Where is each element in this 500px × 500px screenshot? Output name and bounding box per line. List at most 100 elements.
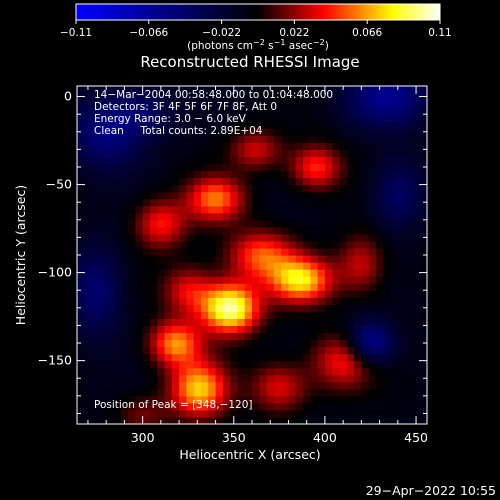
heatmap-cell — [244, 388, 253, 397]
heatmap-cell — [237, 360, 246, 369]
heatmap-cell — [208, 388, 217, 397]
heatmap-cell — [303, 142, 311, 150]
heatmap-cell — [405, 290, 414, 298]
heatmap-cell — [397, 381, 406, 390]
heatmap-cell — [193, 184, 202, 193]
heatmap-cell — [266, 262, 275, 270]
heatmap-cell — [208, 212, 217, 221]
heatmap-cell — [77, 219, 85, 228]
heatmap-cell — [230, 226, 239, 235]
heatmap-cell — [128, 346, 136, 355]
heatmap-cell — [368, 395, 377, 404]
heatmap-cell — [397, 163, 406, 172]
heatmap-cell — [383, 177, 392, 186]
heatmap-cell — [193, 177, 202, 186]
heatmap-cell — [135, 156, 144, 165]
heatmap-cell — [339, 353, 348, 362]
heatmap-cell — [295, 135, 304, 143]
heatmap-cell — [157, 325, 166, 334]
heatmap-cell — [317, 416, 326, 424]
heatmap-cell — [281, 142, 290, 150]
heatmap-cell — [135, 276, 144, 284]
heatmap-cell — [397, 346, 406, 355]
heatmap-cell — [281, 128, 290, 136]
heatmap-cell — [157, 318, 166, 327]
heatmap-cell — [419, 100, 427, 108]
heatmap-cell — [113, 402, 122, 411]
heatmap-cell — [324, 409, 333, 418]
heatmap-cell — [164, 339, 173, 348]
heatmap-cell — [354, 290, 362, 298]
heatmap-cell — [142, 135, 151, 143]
heatmap-cell — [397, 276, 406, 284]
heatmap-cell — [295, 240, 304, 249]
heatmap-cell — [179, 135, 187, 143]
heatmap-cell — [295, 100, 304, 108]
heatmap-cell — [252, 205, 260, 214]
heatmap-cell — [171, 212, 180, 221]
heatmap-cell — [84, 297, 93, 305]
heatmap-cell — [405, 184, 414, 193]
heatmap-cell — [120, 255, 129, 263]
heatmap-cell — [332, 247, 341, 256]
heatmap-cell — [266, 184, 275, 193]
heatmap-cell — [120, 128, 129, 136]
heatmap-cell — [259, 142, 268, 150]
heatmap-cell — [113, 114, 122, 122]
heatmap-cell — [91, 325, 100, 334]
chart-title: Reconstructed RHESSI Image — [140, 53, 359, 71]
heatmap-cell — [128, 149, 136, 158]
heatmap-cell — [295, 121, 304, 129]
heatmap-cell — [237, 297, 246, 305]
heatmap-cell — [281, 353, 290, 362]
heatmap-cell — [346, 367, 355, 376]
heatmap-cell — [230, 297, 239, 305]
heatmap-cell — [354, 93, 362, 101]
heatmap-cell — [354, 212, 362, 221]
heatmap-cell — [390, 114, 399, 122]
heatmap-cell — [354, 276, 362, 284]
heatmap-cell — [193, 156, 202, 165]
heatmap-cell — [200, 367, 209, 376]
heatmap-cell — [390, 170, 399, 179]
heatmap-cell — [244, 360, 253, 369]
heatmap-cell — [157, 163, 166, 172]
heatmap-cell — [244, 353, 253, 362]
heatmap-cell — [113, 212, 122, 221]
heatmap-cell — [317, 409, 326, 418]
heatmap-cell — [237, 149, 246, 158]
heatmap-cell — [215, 297, 224, 305]
heatmap-cell — [106, 276, 115, 284]
heatmap-cell — [419, 240, 427, 249]
heatmap-cell — [77, 290, 85, 298]
heatmap-cell — [273, 177, 282, 186]
heatmap-cell — [332, 93, 341, 101]
heatmap-cell — [332, 135, 341, 143]
heatmap-cell — [375, 276, 384, 284]
y-tick-label: −150 — [38, 353, 72, 368]
heatmap-cell — [288, 226, 297, 235]
heatmap-cell — [215, 381, 224, 390]
heatmap-cell — [171, 100, 180, 108]
heatmap-cell — [208, 219, 217, 228]
heatmap-cell — [157, 255, 166, 263]
heatmap-cell — [405, 114, 414, 122]
heatmap-cell — [222, 86, 231, 94]
heatmap-cell — [135, 346, 144, 355]
heatmap-cell — [106, 353, 115, 362]
heatmap-cell — [230, 233, 239, 242]
heatmap-cell — [324, 283, 333, 291]
heatmap-cell — [237, 128, 246, 136]
heatmap-cell — [135, 269, 144, 277]
heatmap-cell — [135, 233, 144, 242]
heatmap-cell — [91, 360, 100, 369]
heatmap-cell — [106, 374, 115, 383]
heatmap-cell — [332, 297, 341, 305]
heatmap-cell — [266, 269, 275, 277]
heatmap-cell — [179, 142, 187, 150]
heatmap-cell — [77, 346, 85, 355]
heatmap-cell — [295, 247, 304, 256]
heatmap-cell — [120, 149, 129, 158]
heatmap-cell — [273, 388, 282, 397]
heatmap-cell — [310, 409, 319, 418]
